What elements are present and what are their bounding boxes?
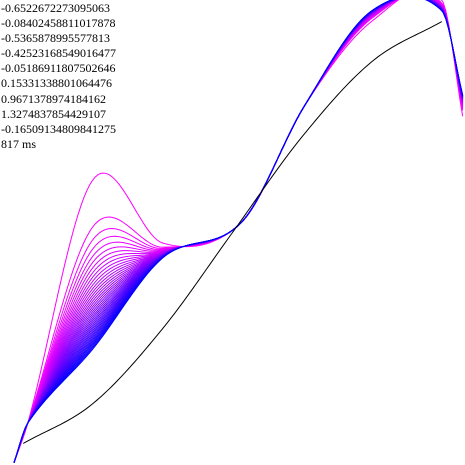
elapsed-time: 817 ms	[1, 136, 37, 151]
coefficient-value: -0.6522672273095063	[1, 1, 110, 15]
target-curve-group	[23, 21, 442, 444]
coefficient-value: -0.16509134809841275	[1, 121, 116, 136]
coefficient-value: 0.9671378974184162	[1, 91, 106, 106]
fit-curves	[13, 0, 464, 464]
coefficient-readout: -0.6522672273095063 -0.08402458811017878…	[1, 1, 116, 152]
coefficient-value: 1.3274837854429107	[1, 106, 106, 121]
coefficient-value: -0.08402458811017878	[1, 16, 116, 31]
coefficient-value: -0.5365878995577813	[1, 31, 110, 46]
coefficient-value: 0.15331338801064476	[1, 76, 112, 91]
fit-curve-iteration	[13, 0, 464, 464]
coefficient-value: -0.05186911807502646	[1, 61, 116, 76]
coefficient-value: -0.42523168549016477	[1, 46, 116, 61]
target-curve	[23, 21, 442, 444]
